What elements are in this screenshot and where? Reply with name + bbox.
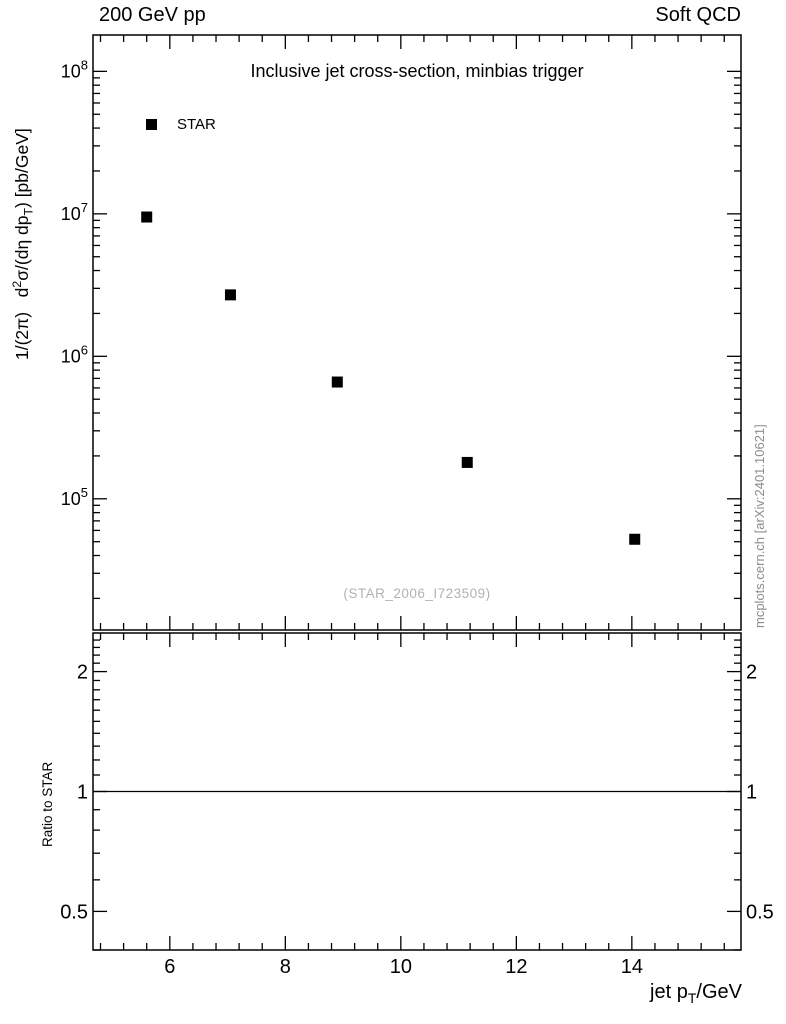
plot-title: Inclusive jet cross-section, minbias tri… — [250, 61, 584, 81]
axis-tick-label: 1 — [746, 782, 757, 804]
data-point — [141, 211, 153, 223]
legend: STAR — [146, 116, 216, 133]
axis-tick-label: 105 — [61, 485, 88, 509]
axis-tick-label: 0.5 — [60, 901, 88, 923]
data-point — [224, 289, 236, 301]
data-point — [331, 376, 343, 388]
data-point — [629, 533, 641, 545]
axis-tick-label: 10 — [390, 956, 412, 978]
axis-tick-label: 12 — [505, 956, 527, 978]
ratio-panel-frame — [92, 632, 742, 951]
axis-tick-label: 2 — [746, 662, 757, 684]
main-panel-frame — [92, 34, 742, 631]
axis-tick-label: 14 — [621, 956, 643, 978]
analysis-id-watermark: (STAR_2006_I723509) — [343, 586, 491, 601]
legend-series-label: STAR — [177, 116, 216, 133]
axis-tick-label: 1 — [77, 782, 88, 804]
axis-tick-label: 108 — [61, 57, 88, 81]
header-beam-label: 200 GeV pp — [99, 4, 206, 26]
y-axis-title: 1/(2π) d2σ/(dη dpT) [pb/GeV] — [10, 128, 36, 360]
mcplots-credit: mcplots.cern.ch [arXiv:2401.10621] — [752, 424, 767, 628]
legend-marker-square — [146, 119, 157, 130]
axis-tick-label: 8 — [280, 956, 291, 978]
header-process-label: Soft QCD — [655, 4, 741, 26]
ratio-axis-title: Ratio to STAR — [40, 761, 55, 847]
x-axis-title: jet pT/GeV — [650, 981, 742, 1006]
axis-tick-label: 0.5 — [746, 901, 774, 923]
axis-tick-label: 106 — [61, 342, 88, 366]
data-point — [461, 456, 473, 468]
axis-tick-label: 107 — [61, 200, 88, 224]
axis-tick-label: 6 — [164, 956, 175, 978]
axis-tick-label: 2 — [77, 662, 88, 684]
